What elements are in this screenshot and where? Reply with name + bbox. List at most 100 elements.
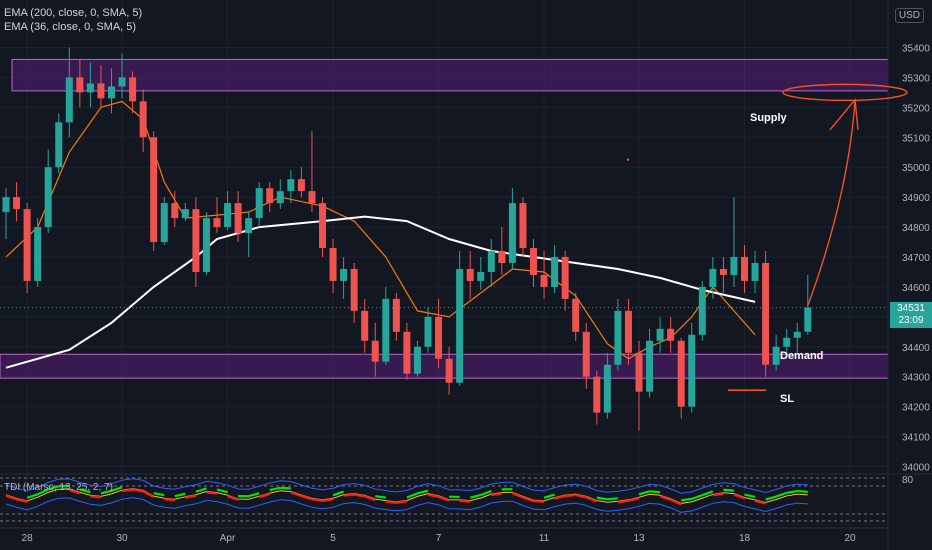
- tdi-rsi-segment: [111, 486, 123, 492]
- price-tick-label: 34700: [902, 253, 930, 264]
- candle-body: [13, 197, 21, 210]
- price-tick-label: 35000: [902, 163, 930, 174]
- candle: [508, 188, 516, 269]
- tdi-rsi-segment: [16, 498, 28, 503]
- candle: [741, 245, 748, 293]
- price-tick-label: 34400: [902, 343, 930, 354]
- projection-arrow: [807, 101, 856, 306]
- candle: [329, 239, 337, 293]
- tdi-rsi-segment: [638, 490, 650, 496]
- candle-body: [55, 122, 63, 168]
- ema200-legend[interactable]: EMA (200, close, 0, SMA, 5): [4, 7, 143, 19]
- tdi-rsi-segment: [797, 489, 808, 493]
- candle: [276, 179, 284, 210]
- candle-body: [698, 286, 706, 335]
- candle: [297, 167, 305, 198]
- candle-body: [424, 316, 432, 347]
- candle-body: [234, 203, 242, 234]
- ema36-legend[interactable]: EMA (36, close, 0, SMA, 5): [4, 21, 137, 33]
- candle: [519, 197, 527, 257]
- candle: [551, 245, 559, 293]
- candle: [424, 307, 432, 353]
- candle: [477, 256, 485, 290]
- candle-body: [65, 77, 73, 123]
- candle-body: [783, 337, 791, 347]
- tdi-rsi-segment: [649, 490, 661, 494]
- tdi-rsi-segment: [786, 489, 798, 494]
- tdi-rsi-segment: [174, 492, 186, 498]
- candle-body: [519, 203, 527, 249]
- tdi-rsi-segment: [79, 488, 91, 494]
- candle: [108, 68, 115, 114]
- candle-body: [108, 86, 115, 99]
- candle: [603, 352, 611, 419]
- candle-body: [624, 310, 632, 353]
- price-tick-label: 34100: [902, 433, 930, 444]
- tdi-rsi-segment: [195, 487, 207, 493]
- candle: [23, 203, 31, 293]
- candle-body: [793, 331, 801, 338]
- price-tick-label: 34000: [902, 463, 930, 474]
- candle-body: [276, 191, 284, 204]
- candle: [677, 337, 685, 419]
- candle-body: [466, 268, 474, 281]
- candle: [614, 298, 622, 371]
- bar-countdown: 23:09: [898, 315, 924, 326]
- candle-body: [2, 197, 10, 213]
- tdi-rsi-segment: [459, 499, 471, 503]
- tdi-rsi-segment: [575, 494, 587, 499]
- supply-label[interactable]: Supply: [750, 112, 787, 124]
- tdi-rsi-segment: [37, 488, 49, 496]
- candle: [76, 59, 84, 108]
- tdi-rsi-segment: [754, 499, 766, 505]
- candle-body: [709, 268, 717, 287]
- candle-body: [255, 188, 263, 219]
- candle-body: [297, 179, 305, 192]
- candle: [287, 170, 295, 204]
- candle-body: [97, 83, 105, 99]
- candle-body: [688, 334, 696, 407]
- tdi-rsi-segment: [469, 493, 482, 499]
- sl-label[interactable]: SL: [780, 393, 795, 405]
- tdi-rsi-segment: [227, 495, 239, 502]
- candle: [371, 322, 379, 377]
- candle-body: [719, 268, 727, 275]
- tdi-rsi-segment: [132, 488, 144, 493]
- tdi-rsi-segment: [406, 492, 418, 499]
- candle-body: [487, 251, 495, 272]
- tdi-rsi-segment: [670, 498, 682, 506]
- candle-body: [181, 209, 189, 219]
- tdi-legend[interactable]: TDI (Marso, 13, 25, 2, 7): [4, 482, 113, 493]
- candle-body: [751, 262, 759, 281]
- candle: [709, 256, 717, 299]
- tdi-rsi-segment: [596, 496, 608, 501]
- demand-label[interactable]: Demand: [780, 350, 824, 362]
- candle-body: [361, 310, 369, 341]
- tdi-rsi-segment: [206, 491, 218, 495]
- time-tick-label: 13: [633, 533, 645, 544]
- tdi-rsi-segment: [733, 493, 745, 500]
- tdi-rsi-segment: [701, 490, 714, 497]
- candle: [44, 149, 52, 234]
- candle: [646, 328, 654, 398]
- time-tick-label: 11: [539, 533, 550, 544]
- currency-label[interactable]: USD: [894, 8, 924, 23]
- tdi-rsi-segment: [121, 488, 133, 493]
- tdi-rsi-segment: [585, 496, 598, 503]
- tdi-rsi-segment: [301, 494, 313, 501]
- candle: [392, 292, 400, 341]
- candle: [656, 316, 664, 353]
- candle: [319, 197, 326, 257]
- candle: [487, 239, 495, 287]
- candle-body: [508, 203, 516, 263]
- tdi-rsi-segment: [269, 486, 281, 492]
- candle-body: [192, 209, 200, 272]
- candle: [171, 191, 179, 228]
- tdi-rsi-segment: [364, 495, 376, 502]
- candle: [783, 328, 791, 359]
- tdi-rsi-segment: [164, 498, 175, 502]
- demand-zone: [0, 353, 889, 379]
- candle-body: [202, 218, 210, 272]
- tdi-rsi-segment: [90, 495, 102, 499]
